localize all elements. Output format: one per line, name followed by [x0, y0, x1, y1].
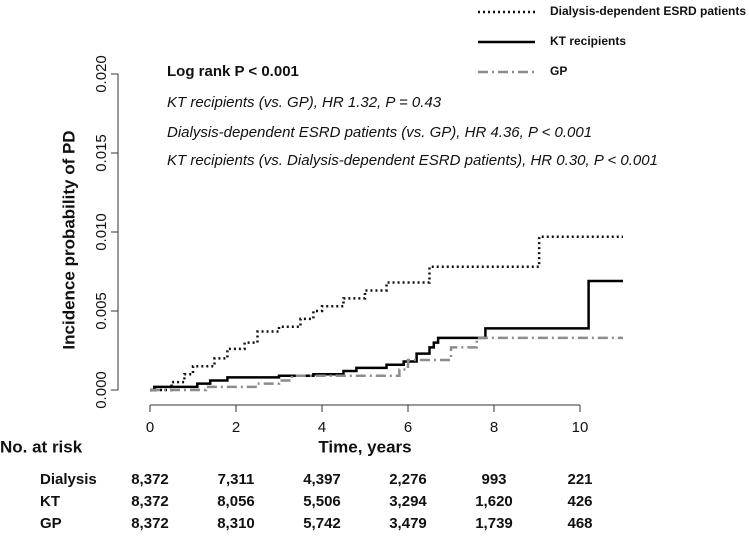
y-tick-label: 0.005 [93, 292, 110, 330]
risk-count: 8,372 [131, 515, 169, 532]
risk-row-label: KT [40, 493, 60, 510]
x-tick-label: 10 [572, 419, 589, 436]
y-tick-label: 0.010 [93, 213, 110, 251]
risk-count: 8,372 [131, 471, 169, 488]
risk-table-title: No. at risk [0, 437, 83, 456]
risk-count: 3,479 [389, 515, 427, 532]
risk-count: 3,294 [389, 493, 427, 510]
risk-row-label: GP [40, 515, 62, 532]
risk-count: 5,742 [303, 515, 341, 532]
risk-count: 4,397 [303, 471, 341, 488]
legend-label: Dialysis-dependent ESRD patients [550, 4, 746, 18]
risk-count: 426 [567, 493, 592, 510]
km-curve [150, 279, 623, 392]
y-tick-label: 0.015 [93, 134, 110, 172]
annotation: KT recipients (vs. GP), HR 1.32, P = 0.4… [167, 94, 442, 111]
x-tick-label: 2 [232, 419, 240, 436]
risk-count: 7,311 [218, 471, 255, 488]
risk-count: 468 [567, 515, 592, 532]
x-tick-label: 4 [318, 419, 326, 436]
annotation: Log rank P < 0.001 [167, 63, 299, 80]
y-tick-label: 0.000 [93, 371, 110, 409]
risk-count: 1,739 [475, 515, 513, 532]
legend-label: GP [550, 64, 567, 78]
y-axis-title: Incidence probability of PD [59, 130, 78, 349]
annotation: KT recipients (vs. Dialysis-dependent ES… [167, 152, 658, 169]
risk-count: 8,056 [217, 493, 255, 510]
y-tick-label: 0.020 [93, 55, 110, 93]
x-axis-title: Time, years [318, 437, 411, 456]
risk-count: 2,276 [389, 471, 427, 488]
annotation: Dialysis-dependent ESRD patients (vs. GP… [167, 124, 592, 141]
x-tick-label: 6 [404, 419, 412, 436]
risk-count: 8,372 [131, 493, 169, 510]
risk-row-label: Dialysis [40, 471, 97, 488]
risk-count: 221 [567, 471, 592, 488]
risk-count: 8,310 [217, 515, 255, 532]
legend-label: KT recipients [550, 34, 626, 48]
risk-count: 993 [481, 471, 506, 488]
x-tick-label: 0 [146, 419, 154, 436]
x-tick-label: 8 [490, 419, 498, 436]
risk-count: 1,620 [475, 493, 513, 510]
risk-count: 5,506 [303, 493, 341, 510]
km-curve [150, 336, 623, 392]
